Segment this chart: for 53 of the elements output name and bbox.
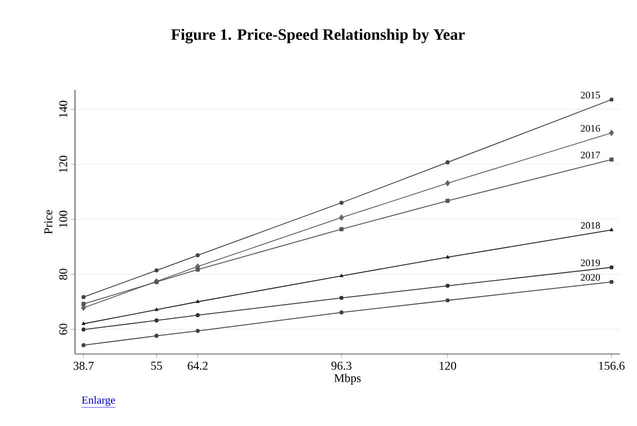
- x-tick-label: 38.7: [74, 362, 94, 370]
- y-tick-label: 80: [59, 268, 68, 280]
- y-tick-label: 140: [59, 100, 68, 118]
- point: [196, 300, 200, 303]
- y-tick-label: 100: [59, 210, 68, 228]
- point: [81, 295, 86, 300]
- point: [81, 343, 86, 348]
- point: [446, 284, 450, 288]
- series-label: 2017: [580, 152, 600, 158]
- point: [609, 265, 614, 270]
- point: [339, 200, 344, 205]
- series-label: 2016: [580, 124, 600, 132]
- chart-title: Figure 1. Price-Speed Relationship by Year: [171, 28, 465, 44]
- point: [196, 313, 200, 318]
- point: [154, 318, 159, 322]
- point: [196, 253, 200, 258]
- series-label: 2015: [580, 92, 600, 98]
- point: [196, 268, 200, 272]
- y-axis-title: Price: [44, 210, 52, 234]
- y-tick-label: 60: [59, 324, 68, 335]
- point: [609, 280, 614, 284]
- point: [154, 308, 158, 311]
- point: [339, 227, 344, 232]
- point: [340, 274, 344, 278]
- y-tick-label: 120: [59, 156, 68, 172]
- x-tick-label: 156.6: [599, 362, 625, 370]
- point: [446, 255, 450, 258]
- point: [610, 228, 614, 232]
- point: [339, 310, 344, 315]
- x-tick-label: 120: [440, 362, 456, 370]
- point: [81, 327, 86, 332]
- point: [339, 296, 344, 300]
- x-tick-label: 64.2: [188, 362, 208, 370]
- point: [339, 214, 344, 221]
- point: [446, 198, 450, 203]
- point: [445, 180, 450, 186]
- point: [446, 160, 450, 164]
- point: [154, 268, 159, 272]
- point: [154, 334, 159, 338]
- point: [609, 158, 614, 162]
- point: [196, 328, 200, 333]
- point: [81, 302, 86, 306]
- point: [82, 322, 86, 325]
- point: [446, 298, 450, 302]
- series-label: 2020: [580, 274, 600, 281]
- point: [609, 130, 614, 136]
- x-tick-label: 96.3: [331, 362, 352, 370]
- x-axis-title: Mbps: [334, 374, 361, 385]
- text: Enlarge: [82, 396, 116, 406]
- series-label: 2018: [580, 222, 600, 229]
- x-tick-label: 55: [151, 362, 162, 370]
- series-label: 2019: [580, 259, 600, 266]
- point: [609, 98, 614, 102]
